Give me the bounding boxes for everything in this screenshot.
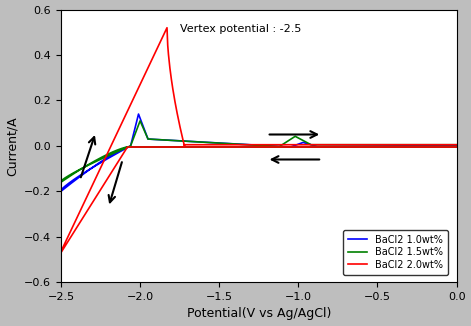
BaCl2 1.5wt% (133, 145, 139, 149)
BaCl2 1.5wt% (142, 145, 148, 149)
BaCl2 1.5wt% (413, 143, 419, 147)
BaCl2 2.0wt% (454, 143, 459, 147)
BaCl2 1.0wt% (142, 145, 148, 149)
BaCl2 2.0wt% (295, 145, 300, 149)
BaCl2 2.0wt% (381, 143, 386, 147)
BaCl2 1.5wt% (454, 145, 459, 149)
BaCl2 1.0wt% (454, 143, 459, 147)
BaCl2 1.0wt% (380, 144, 385, 148)
BaCl2 1.0wt% (58, 189, 64, 193)
BaCl2 2.0wt% (275, 145, 281, 149)
BaCl2 1.5wt% (376, 143, 382, 147)
BaCl2 1.5wt% (266, 145, 272, 149)
BaCl2 1.5wt% (454, 143, 459, 147)
BaCl2 1.0wt% (133, 145, 139, 149)
BaCl2 2.0wt% (454, 145, 459, 149)
BaCl2 1.0wt% (266, 145, 272, 149)
Y-axis label: Current/A: Current/A (6, 116, 18, 176)
Line: BaCl2 2.0wt%: BaCl2 2.0wt% (61, 28, 456, 253)
X-axis label: Potential(V vs Ag/AgCl): Potential(V vs Ag/AgCl) (187, 307, 331, 320)
BaCl2 1.5wt% (137, 119, 143, 123)
Line: BaCl2 1.5wt%: BaCl2 1.5wt% (61, 121, 456, 182)
BaCl2 1.0wt% (301, 145, 307, 149)
BaCl2 1.0wt% (454, 145, 459, 149)
BaCl2 1.5wt% (58, 180, 64, 184)
BaCl2 2.0wt% (286, 145, 292, 149)
BaCl2 1.5wt% (301, 145, 307, 149)
BaCl2 1.0wt% (136, 112, 141, 116)
BaCl2 2.0wt% (164, 26, 170, 30)
Legend: BaCl2 1.0wt%, BaCl2 1.5wt%, BaCl2 2.0wt%: BaCl2 1.0wt%, BaCl2 1.5wt%, BaCl2 2.0wt% (343, 230, 448, 274)
Text: Vertex potential : -2.5: Vertex potential : -2.5 (179, 24, 301, 34)
BaCl2 2.0wt% (58, 251, 64, 255)
Line: BaCl2 1.0wt%: BaCl2 1.0wt% (61, 114, 456, 191)
BaCl2 2.0wt% (100, 161, 106, 165)
BaCl2 1.0wt% (415, 144, 421, 148)
BaCl2 2.0wt% (286, 143, 292, 147)
